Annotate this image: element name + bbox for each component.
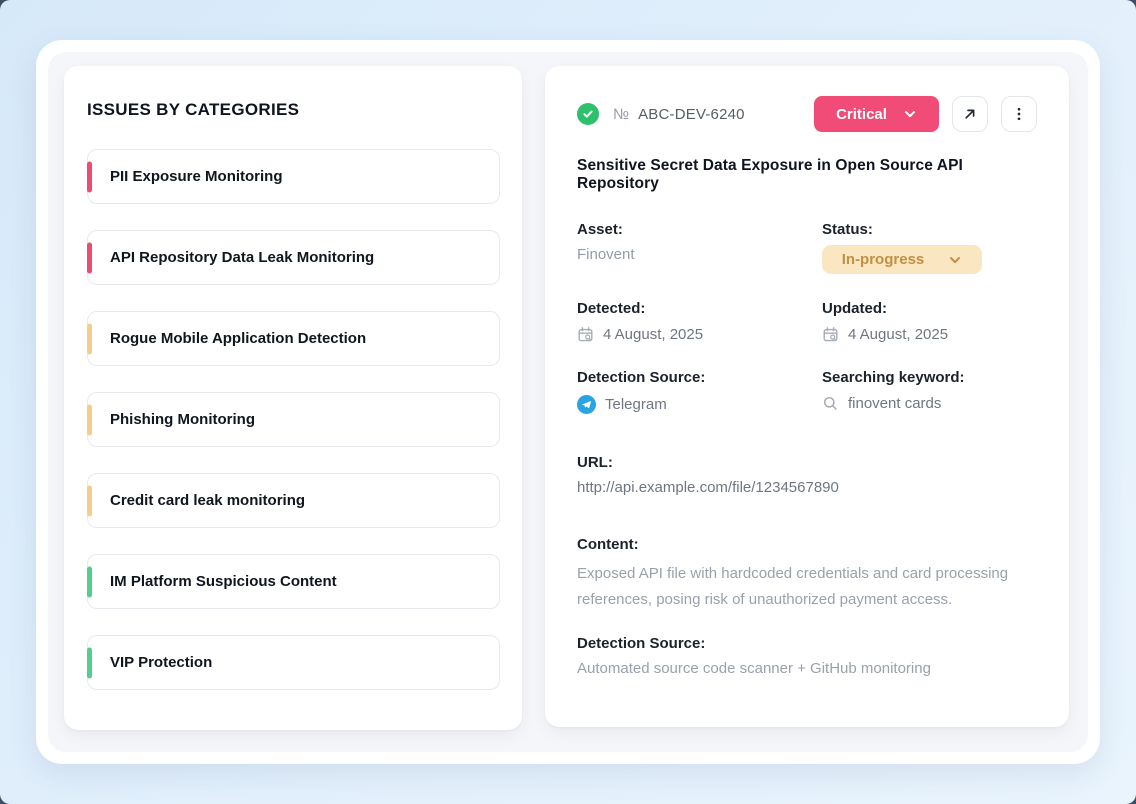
detected-value: 4 August, 2025 xyxy=(603,326,704,343)
field-detected: Detected: 4 August, 2025 xyxy=(577,300,822,343)
status-select[interactable]: In-progress xyxy=(822,245,982,274)
calendar-icon xyxy=(823,327,838,342)
searching-keyword-label: Searching keyword: xyxy=(822,369,965,386)
field-updated: Updated: 4 August, 2025 xyxy=(822,300,1037,343)
arrow-up-right-icon xyxy=(965,109,975,119)
issue-header: № ABC-DEV-6240 Critical xyxy=(577,96,1037,132)
category-accent-bar xyxy=(87,161,92,192)
field-searching-keyword: Searching keyword: finovent cards xyxy=(822,369,1037,414)
content-value: Exposed API file with hardcoded credenti… xyxy=(577,565,1009,608)
updated-value: 4 August, 2025 xyxy=(848,326,949,343)
categories-panel: ISSUES BY CATEGORIES PII Exposure Monito… xyxy=(64,66,522,730)
category-accent-bar xyxy=(87,647,92,678)
main-window: ISSUES BY CATEGORIES PII Exposure Monito… xyxy=(36,40,1100,764)
categories-list: PII Exposure Monitoring API Repository D… xyxy=(87,149,500,690)
category-label: Phishing Monitoring xyxy=(110,411,255,428)
more-options-button[interactable] xyxy=(1001,96,1037,132)
category-item[interactable]: PII Exposure Monitoring xyxy=(87,149,500,204)
status-label: Status: xyxy=(822,221,873,238)
categories-title: ISSUES BY CATEGORIES xyxy=(87,100,300,119)
category-accent-bar xyxy=(87,566,92,597)
category-accent-bar xyxy=(87,242,92,273)
updated-value-row: 4 August, 2025 xyxy=(822,326,1037,343)
asset-label: Asset: xyxy=(577,221,623,238)
detection-source-value-row: Telegram xyxy=(577,395,822,414)
detection-source-label: Detection Source: xyxy=(577,369,706,386)
severity-button[interactable]: Critical xyxy=(814,96,939,132)
category-item[interactable]: Rogue Mobile Application Detection xyxy=(87,311,500,366)
section-content: Content: Exposed API file with hardcoded… xyxy=(577,536,1037,613)
content-area: ISSUES BY CATEGORIES PII Exposure Monito… xyxy=(48,52,1088,752)
issue-fields: Asset: Finovent Status: In-progress xyxy=(577,221,1037,440)
category-item[interactable]: API Repository Data Leak Monitoring xyxy=(87,230,500,285)
category-accent-bar xyxy=(87,485,92,516)
kebab-menu-icon xyxy=(1017,107,1021,121)
category-label: Credit card leak monitoring xyxy=(110,492,306,509)
category-label: IM Platform Suspicious Content xyxy=(110,573,337,590)
content-label: Content: xyxy=(577,536,639,553)
detection-source-2-label: Detection Source: xyxy=(577,635,706,652)
category-accent-bar xyxy=(87,404,92,435)
calendar-icon xyxy=(578,327,593,342)
searching-keyword-value-row: finovent cards xyxy=(822,395,1037,412)
category-label: VIP Protection xyxy=(110,654,213,671)
category-item[interactable]: Phishing Monitoring xyxy=(87,392,500,447)
section-detection-source-2: Detection Source: Automated source code … xyxy=(577,635,1037,677)
open-external-button[interactable] xyxy=(952,96,988,132)
detected-value-row: 4 August, 2025 xyxy=(577,326,822,343)
detected-label: Detected: xyxy=(577,300,646,317)
searching-keyword-value: finovent cards xyxy=(848,395,942,412)
updated-label: Updated: xyxy=(822,300,887,317)
field-asset: Asset: Finovent xyxy=(577,221,822,274)
url-label: URL: xyxy=(577,454,613,471)
chevron-down-icon xyxy=(904,111,915,118)
search-icon xyxy=(823,396,837,410)
section-url: URL: http://api.example.com/file/1234567… xyxy=(577,454,1037,496)
issue-title: Sensitive Secret Data Exposure in Open S… xyxy=(577,157,963,192)
issue-number-sign: № xyxy=(613,105,630,123)
category-label: PII Exposure Monitoring xyxy=(110,168,283,185)
category-item[interactable]: IM Platform Suspicious Content xyxy=(87,554,500,609)
field-detection-source: Detection Source: Telegram xyxy=(577,369,822,414)
chevron-down-icon xyxy=(950,256,961,263)
category-item[interactable]: VIP Protection xyxy=(87,635,500,690)
telegram-icon xyxy=(577,395,596,414)
resolved-check-icon xyxy=(577,103,599,125)
field-status: Status: In-progress xyxy=(822,221,1037,274)
issue-detail-panel: № ABC-DEV-6240 Critical xyxy=(545,66,1069,727)
detection-source-value: Telegram xyxy=(605,396,667,413)
status-value: In-progress xyxy=(841,251,925,268)
issue-id: ABC-DEV-6240 xyxy=(638,105,745,123)
category-accent-bar xyxy=(87,323,92,354)
detection-source-2-value: Automated source code scanner + GitHub m… xyxy=(577,660,931,677)
category-item[interactable]: Credit card leak monitoring xyxy=(87,473,500,528)
url-value: http://api.example.com/file/1234567890 xyxy=(577,479,839,496)
category-label: API Repository Data Leak Monitoring xyxy=(110,249,375,266)
category-label: Rogue Mobile Application Detection xyxy=(110,330,367,347)
asset-value: Finovent xyxy=(577,246,635,263)
severity-label: Critical xyxy=(836,105,887,123)
